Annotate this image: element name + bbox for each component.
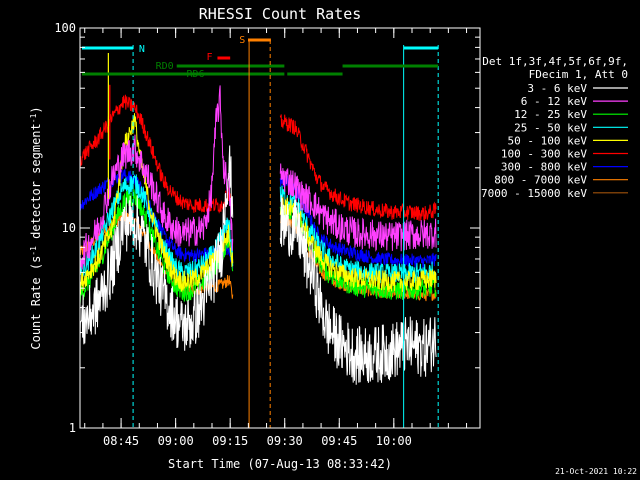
series-layer [79, 52, 437, 385]
x-tick-label-5: 10:00 [376, 434, 412, 448]
series-line-1 [79, 85, 437, 270]
legend: Det 1f,3f,4f,5f,6f,9f, FDecim 1, Att 0 3… [481, 55, 628, 200]
y-axis-label: Count Rate (s-1 detector segment-1) [29, 106, 43, 349]
legend-label-6: 300 - 800 keV [501, 161, 587, 174]
legend-header-2: FDecim 1, Att 0 [529, 68, 628, 81]
y-tick-label-0: 1 [69, 421, 76, 435]
legend-label-4: 50 - 100 keV [508, 134, 588, 147]
x-tick-label-0: 08:45 [103, 434, 139, 448]
chart-title: RHESSI Count Rates [199, 5, 362, 23]
legend-label-3: 25 - 50 keV [514, 121, 587, 134]
legend-label-2: 12 - 25 keV [514, 108, 587, 121]
legend-label-1: 6 - 12 keV [521, 95, 588, 108]
rd6-label: RD6 [187, 69, 205, 80]
rd0-label: RD0 [156, 61, 174, 72]
legend-header-1: Det 1f,3f,4f,5f,6f,9f, [482, 55, 628, 68]
flare-label: F [207, 52, 213, 63]
series-line-0 [79, 145, 437, 385]
legend-label-7: 800 - 7000 keV [494, 174, 587, 187]
x-tick-label-4: 09:45 [321, 434, 357, 448]
axes: 1 10 100 08:45 09:00 09:15 09:30 09:45 10:00 [54, 21, 481, 448]
legend-label-8: 7000 - 15000 keV [481, 187, 587, 200]
x-tick-label-2: 09:15 [212, 434, 248, 448]
y-tick-label-2: 100 [54, 21, 76, 35]
legend-label-5: 100 - 300 keV [501, 148, 587, 161]
night-label: N [139, 44, 145, 55]
x-tick-label-3: 09:30 [267, 434, 303, 448]
x-axis-label: Start Time (07-Aug-13 08:33:42) [168, 457, 392, 471]
timestamp: 21-Oct-2021 10:22 [555, 467, 637, 476]
saa-label: S [239, 35, 245, 46]
x-tick-label-1: 09:00 [158, 434, 194, 448]
legend-label-0: 3 - 6 keV [527, 82, 587, 95]
y-tick-label-1: 10 [62, 221, 76, 235]
